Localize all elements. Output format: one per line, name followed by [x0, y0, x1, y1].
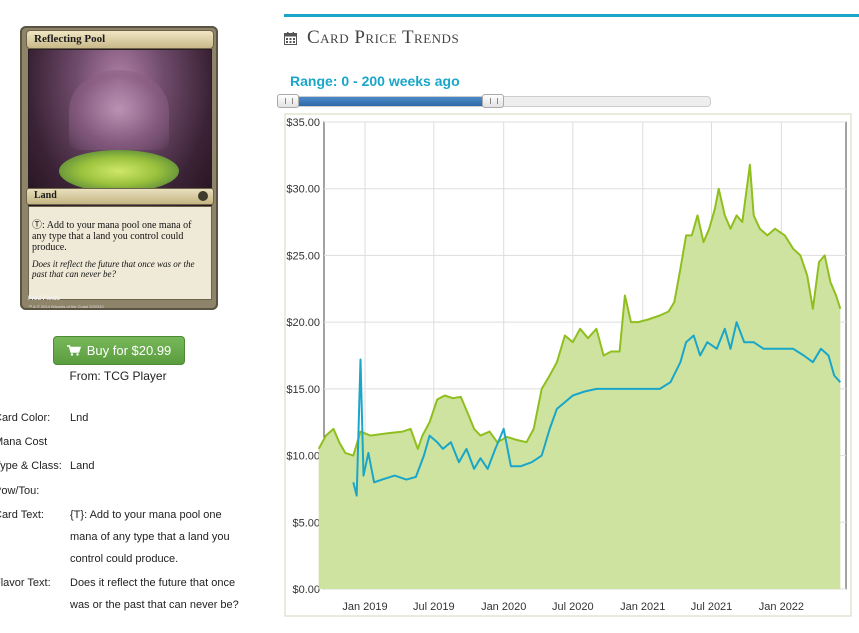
series-line	[317, 163, 842, 457]
card-name-bar: Reflecting Pool	[26, 30, 214, 49]
card-copyright: ™ & © 2014 Wizards of the Coast 220/310	[28, 304, 104, 309]
artwork-arch	[69, 70, 169, 150]
range-slider[interactable]	[277, 94, 711, 108]
x-tick-label: Jan 2022	[759, 601, 804, 613]
x-tick-label: Jul 2020	[552, 601, 594, 613]
property-label: Flavor Text:	[0, 577, 51, 589]
property-value: Lnd	[70, 412, 89, 424]
seller-source: From: TCG Player	[69, 369, 167, 383]
card-text-box: Ⓣ: Add to your mana pool one mana of any…	[28, 206, 212, 300]
property-label: Type & Class:	[0, 460, 62, 472]
y-tick-label: $5.00	[292, 517, 320, 529]
price-chart: $0.00 $5.00 $10.00 $15.00 $20.00 $25.00 $30.00…	[284, 113, 852, 617]
range-slider-handle-max[interactable]	[482, 94, 504, 108]
range-slider-handle-min[interactable]	[277, 94, 299, 108]
card-flavor-text: Does it reflect the future that once was…	[32, 259, 195, 279]
calendar-icon	[284, 31, 297, 45]
y-tick-label: $25.00	[286, 250, 320, 262]
card-type-bar: Land	[26, 188, 214, 205]
section-title: Card Price Trends	[307, 27, 460, 48]
y-tick-label: $0.00	[292, 584, 320, 596]
property-label: Mana Cost	[0, 436, 48, 448]
y-tick-label: $10.00	[286, 451, 320, 463]
card-artist: Fred Fields	[28, 296, 61, 302]
property-label: Card Text:	[0, 509, 44, 521]
shopping-cart-icon	[66, 345, 81, 356]
buy-button-label: Buy for $20.99	[86, 343, 172, 358]
x-tick-label: Jan 2020	[481, 601, 526, 613]
buy-button[interactable]: Buy for $20.99	[53, 336, 185, 365]
card-type-line: Land	[34, 190, 57, 201]
set-symbol-icon	[198, 191, 208, 201]
artwork-pool	[59, 150, 179, 192]
section-divider	[284, 14, 859, 17]
series-area	[318, 164, 841, 589]
y-tick-label: $20.00	[286, 317, 320, 329]
card-artwork	[28, 49, 212, 211]
property-value: Land	[70, 460, 95, 472]
property-label: Pow/Tou:	[0, 485, 40, 497]
x-tick-label: Jul 2021	[691, 601, 733, 613]
card-name: Reflecting Pool	[34, 33, 106, 45]
x-tick-label: Jan 2021	[620, 601, 665, 613]
x-tick-label: Jul 2019	[413, 601, 455, 613]
y-tick-label: $15.00	[286, 384, 320, 396]
range-label: Range: 0 - 200 weeks ago	[290, 73, 460, 89]
card-image: Reflecting Pool Land Ⓣ: Add to your mana…	[20, 26, 218, 310]
series-line	[352, 321, 842, 497]
card-rules-text: Ⓣ: Add to your mana pool one mana of any…	[32, 220, 192, 253]
property-value: {T}: Add to your mana pool one mana of a…	[70, 509, 230, 565]
property-label: Card Color:	[0, 412, 51, 424]
property-value: Does it reflect the future that once was…	[70, 577, 239, 611]
range-slider-fill	[287, 97, 493, 106]
y-tick-label: $35.00	[286, 117, 320, 129]
x-tick-label: Jan 2019	[342, 601, 387, 613]
price-trends-header: Card Price Trends	[284, 27, 459, 49]
y-tick-label: $30.00	[286, 184, 320, 196]
